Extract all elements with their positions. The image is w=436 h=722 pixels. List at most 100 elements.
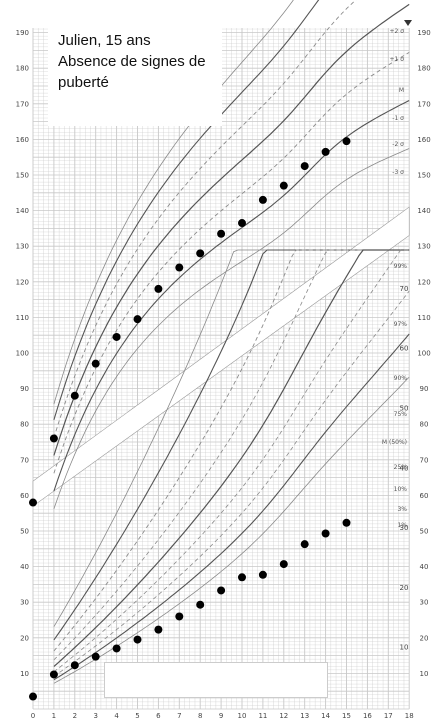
right-tick-label: 120	[417, 278, 430, 286]
right-tick-label: 110	[417, 314, 430, 322]
height-curve	[53, 0, 320, 421]
separator-band	[32, 206, 410, 507]
right-tick-label: 60	[420, 492, 429, 500]
right-tick-label: 160	[417, 136, 430, 144]
height-curve-label: -1 σ	[392, 115, 404, 122]
note-line-2: Absence de signes de	[58, 53, 206, 70]
x-tick-label: 2	[73, 712, 77, 720]
height-curve	[53, 3, 410, 456]
redacted-box	[104, 662, 328, 698]
right-tick-label: 130	[417, 243, 430, 251]
weight-curve-label: 25%	[394, 464, 408, 471]
right-tick-label: 100	[417, 350, 430, 358]
separator-band-shape	[32, 206, 410, 507]
height-point	[342, 137, 351, 146]
x-tick-label: 4	[114, 712, 119, 720]
right-axis-ticks: 10 20 30 40 50 60 70 80 90 100 110 120 130 140 150 160 1…	[417, 29, 430, 678]
height-point	[154, 284, 163, 293]
x-axis-ticks: 0 1 2 3 4 5 6 7 8 9 10 11 12 13 14 15 16 17 18	[31, 712, 414, 720]
right-tick-label: 10	[420, 670, 429, 678]
height-point	[70, 391, 79, 400]
weight-curve	[53, 249, 410, 661]
x-tick-label: 11	[258, 712, 267, 720]
left-tick-label: 10	[20, 670, 29, 678]
height-point	[279, 181, 288, 190]
weight-point	[196, 600, 205, 609]
height-curve-label: -2 σ	[392, 141, 404, 148]
weight-point	[29, 692, 37, 701]
x-tick-label: 6	[156, 712, 161, 720]
x-tick-label: 14	[321, 712, 330, 720]
x-tick-label: 9	[219, 712, 223, 720]
weight-curve-label: M (50%)	[382, 439, 407, 446]
left-tick-label: 150	[16, 172, 29, 180]
x-tick-label: 17	[384, 712, 393, 720]
right-tick-label: 40	[420, 563, 429, 571]
height-curve	[53, 100, 410, 492]
note-line-1: Julien, 15 ans	[58, 32, 151, 49]
right-tick-label: 70	[420, 456, 429, 464]
weight-tick-label: 40	[400, 464, 409, 472]
height-point	[29, 498, 37, 507]
left-tick-label: 170	[16, 100, 29, 108]
x-tick-label: 7	[177, 712, 181, 720]
weight-tick-label: 10	[400, 644, 409, 652]
x-tick-label: 10	[238, 712, 247, 720]
weight-curve-label: 1%	[397, 522, 407, 529]
weight-curve	[53, 249, 410, 673]
weight-point	[133, 635, 142, 644]
left-tick-label: 40	[20, 563, 29, 571]
height-point	[258, 195, 267, 204]
right-tick-label: 30	[420, 599, 429, 607]
x-tick-label: 16	[363, 712, 372, 720]
weight-curve-label: 3%	[397, 506, 407, 513]
right-tick-label: 80	[420, 421, 429, 429]
weight-axis-ticks: 10 20 30 40 50 60 70	[400, 285, 409, 652]
height-point	[238, 219, 246, 228]
height-curve-labels: +2 σ +1 σ M -1 σ -2 σ -3 σ	[389, 28, 404, 176]
right-tick-label: 140	[417, 207, 430, 215]
weight-tick-label: 60	[400, 345, 409, 353]
weight-point	[154, 625, 163, 634]
weight-point	[279, 560, 288, 569]
right-tick-label: 170	[417, 100, 430, 108]
height-point	[49, 434, 58, 443]
height-point	[91, 359, 100, 368]
left-tick-label: 20	[20, 634, 29, 642]
x-tick-label: 15	[342, 712, 351, 720]
left-tick-label: 100	[16, 350, 29, 358]
height-point	[217, 229, 226, 238]
left-tick-label: 130	[16, 243, 29, 251]
left-tick-label: 120	[16, 278, 29, 286]
left-tick-label: 110	[16, 314, 29, 322]
height-point	[300, 162, 309, 171]
weight-curve-label: 97%	[394, 321, 408, 328]
weight-points	[29, 518, 351, 701]
weight-point	[91, 652, 100, 661]
x-tick-label: 18	[405, 712, 414, 720]
weight-point	[112, 644, 121, 653]
weight-curve-label: 75%	[394, 411, 408, 418]
left-tick-label: 190	[16, 29, 29, 37]
height-curve-label: M	[399, 87, 404, 94]
weight-tick-label: 20	[400, 584, 409, 592]
left-tick-label: 180	[16, 65, 29, 73]
weight-curve	[53, 290, 410, 677]
height-point	[175, 263, 184, 272]
weight-tick-label: 70	[400, 285, 409, 293]
left-tick-label: 50	[20, 528, 29, 536]
weight-curve-label: 99%	[394, 263, 408, 270]
weight-curve	[53, 249, 410, 641]
top-arrow-icon	[404, 20, 412, 26]
patient-note: Julien, 15 ans Absence de signes de pube…	[48, 22, 222, 126]
x-tick-label: 3	[93, 712, 97, 720]
weight-curve-labels: 99% 97% 90% 75% M (50%) 25% 10% 3% 1%	[382, 263, 407, 529]
x-tick-label: 8	[198, 712, 202, 720]
weight-curve	[53, 249, 410, 652]
weight-curve	[53, 333, 410, 681]
height-curve	[53, 0, 294, 405]
weight-curve-label: 10%	[394, 486, 408, 493]
weight-reference-curves	[53, 249, 410, 684]
right-tick-label: 180	[417, 65, 430, 73]
height-curve-label: -3 σ	[392, 169, 404, 176]
